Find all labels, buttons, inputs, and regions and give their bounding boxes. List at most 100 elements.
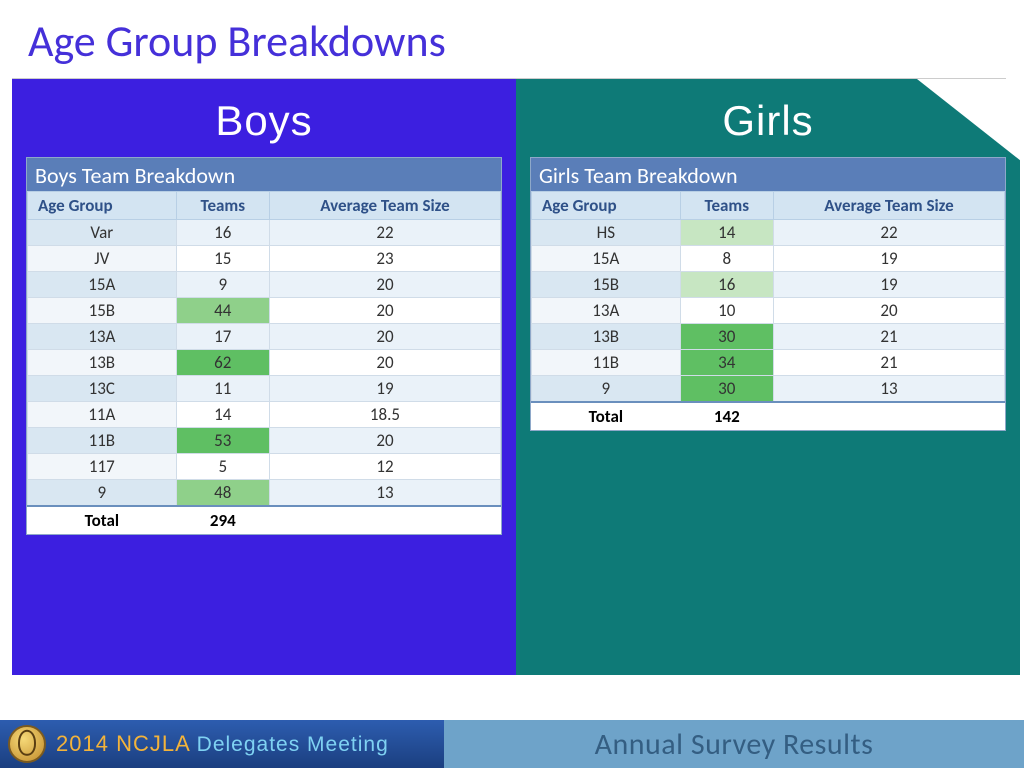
- boys-cell-age: 11A: [28, 402, 177, 428]
- girls-corner-cut: [917, 79, 1021, 161]
- boys-cell-teams: 11: [176, 376, 269, 402]
- girls-total-label: Total: [532, 402, 681, 430]
- girls-cell-avg: 19: [773, 246, 1004, 272]
- girls-cell-teams: 14: [680, 220, 773, 246]
- girls-cell-age: 11B: [532, 350, 681, 376]
- girls-col-1: Teams: [680, 192, 773, 220]
- boys-row: 13C1119: [28, 376, 501, 402]
- girls-table: Age GroupTeamsAverage Team Size HS142215…: [531, 191, 1005, 430]
- footer-right: Annual Survey Results: [444, 720, 1024, 768]
- boys-cell-avg: 22: [269, 220, 500, 246]
- footer-right-text: Annual Survey Results: [595, 726, 874, 763]
- girls-cell-age: HS: [532, 220, 681, 246]
- boys-cell-age: 13B: [28, 350, 177, 376]
- girls-cell-age: 13A: [532, 298, 681, 324]
- boys-cell-teams: 14: [176, 402, 269, 428]
- girls-cell-teams: 30: [680, 324, 773, 350]
- panels-row: Boys Boys Team Breakdown Age GroupTeamsA…: [12, 79, 1020, 675]
- boys-cell-age: 11B: [28, 428, 177, 454]
- boys-cell-age: JV: [28, 246, 177, 272]
- boys-total-label: Total: [28, 506, 177, 534]
- page-title: Age Group Breakdowns: [0, 0, 1024, 78]
- boys-cell-teams: 48: [176, 480, 269, 507]
- boys-table-title: Boys Team Breakdown: [27, 158, 501, 191]
- boys-cell-age: 15B: [28, 298, 177, 324]
- boys-cell-avg: 12: [269, 454, 500, 480]
- boys-panel: Boys Boys Team Breakdown Age GroupTeamsA…: [12, 79, 516, 675]
- boys-cell-avg: 13: [269, 480, 500, 507]
- boys-row: 94813: [28, 480, 501, 507]
- footer-bar: 2014 NCJLA Delegates Meeting Annual Surv…: [0, 720, 1024, 768]
- girls-cell-teams: 8: [680, 246, 773, 272]
- girls-cell-avg: 21: [773, 324, 1004, 350]
- girls-cell-teams: 34: [680, 350, 773, 376]
- boys-cell-avg: 23: [269, 246, 500, 272]
- boys-cell-age: 9: [28, 480, 177, 507]
- girls-total-blank: [773, 402, 1004, 430]
- boys-cell-age: 117: [28, 454, 177, 480]
- girls-cell-teams: 16: [680, 272, 773, 298]
- boys-row: 15B4420: [28, 298, 501, 324]
- boys-cell-teams: 62: [176, 350, 269, 376]
- girls-col-2: Average Team Size: [773, 192, 1004, 220]
- boys-cell-avg: 20: [269, 324, 500, 350]
- girls-cell-teams: 30: [680, 376, 773, 403]
- ncjla-logo-icon: [8, 725, 46, 763]
- girls-row: 11B3421: [532, 350, 1005, 376]
- boys-row: 117512: [28, 454, 501, 480]
- girls-cell-avg: 22: [773, 220, 1004, 246]
- girls-panel: Girls Girls Team Breakdown Age GroupTeam…: [516, 79, 1020, 675]
- girls-total-teams: 142: [680, 402, 773, 430]
- girls-cell-age: 9: [532, 376, 681, 403]
- boys-col-2: Average Team Size: [269, 192, 500, 220]
- boys-row: 15A920: [28, 272, 501, 298]
- boys-cell-age: Var: [28, 220, 177, 246]
- girls-row: 13B3021: [532, 324, 1005, 350]
- boys-header: Boys: [12, 79, 516, 157]
- boys-table: Age GroupTeamsAverage Team Size Var1622J…: [27, 191, 501, 534]
- girls-cell-avg: 13: [773, 376, 1004, 403]
- boys-cell-teams: 44: [176, 298, 269, 324]
- boys-cell-age: 13C: [28, 376, 177, 402]
- boys-total-blank: [269, 506, 500, 534]
- boys-cell-avg: 19: [269, 376, 500, 402]
- girls-cell-age: 15B: [532, 272, 681, 298]
- boys-cell-teams: 53: [176, 428, 269, 454]
- girls-row: HS1422: [532, 220, 1005, 246]
- girls-cell-avg: 20: [773, 298, 1004, 324]
- boys-row: Var1622: [28, 220, 501, 246]
- girls-table-wrap: Girls Team Breakdown Age GroupTeamsAvera…: [530, 157, 1006, 431]
- boys-cell-age: 13A: [28, 324, 177, 350]
- boys-col-1: Teams: [176, 192, 269, 220]
- boys-cell-age: 15A: [28, 272, 177, 298]
- boys-row: 11A1418.5: [28, 402, 501, 428]
- footer-rest: Delegates Meeting: [197, 733, 389, 756]
- boys-row: JV1523: [28, 246, 501, 272]
- girls-table-title: Girls Team Breakdown: [531, 158, 1005, 191]
- boys-cell-avg: 20: [269, 272, 500, 298]
- boys-row: 13A1720: [28, 324, 501, 350]
- footer-left-text: 2014 NCJLA Delegates Meeting: [56, 731, 389, 757]
- boys-row: 13B6220: [28, 350, 501, 376]
- girls-cell-age: 13B: [532, 324, 681, 350]
- footer-year: 2014: [56, 731, 116, 756]
- girls-col-0: Age Group: [532, 192, 681, 220]
- boys-cell-avg: 20: [269, 350, 500, 376]
- boys-row: 11B5320: [28, 428, 501, 454]
- boys-cell-avg: 20: [269, 298, 500, 324]
- boys-table-wrap: Boys Team Breakdown Age GroupTeamsAverag…: [26, 157, 502, 535]
- girls-cell-teams: 10: [680, 298, 773, 324]
- boys-cell-teams: 5: [176, 454, 269, 480]
- girls-row: 15B1619: [532, 272, 1005, 298]
- boys-total-teams: 294: [176, 506, 269, 534]
- boys-col-0: Age Group: [28, 192, 177, 220]
- boys-cell-teams: 16: [176, 220, 269, 246]
- girls-row: 93013: [532, 376, 1005, 403]
- girls-cell-age: 15A: [532, 246, 681, 272]
- girls-cell-avg: 19: [773, 272, 1004, 298]
- girls-cell-avg: 21: [773, 350, 1004, 376]
- boys-cell-avg: 18.5: [269, 402, 500, 428]
- boys-cell-teams: 17: [176, 324, 269, 350]
- girls-row: 13A1020: [532, 298, 1005, 324]
- boys-cell-avg: 20: [269, 428, 500, 454]
